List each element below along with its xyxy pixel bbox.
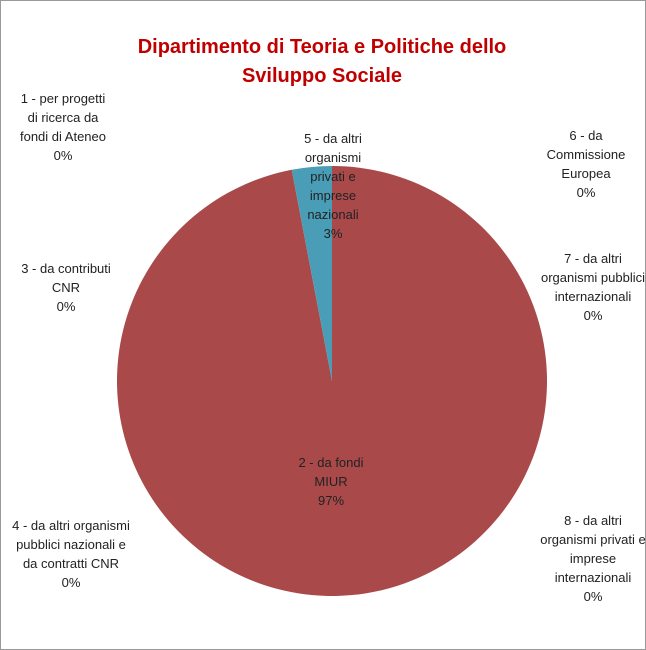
data-label: 6 - da Commissione Europea 0% <box>536 126 636 202</box>
value-label: 0% <box>56 299 76 314</box>
category-label: 5 - da altri organismi privati e imprese… <box>304 131 362 222</box>
data-label: 7 - da altri organismi pubblici internaz… <box>538 249 646 325</box>
value-label: 0% <box>583 589 603 604</box>
value-label: 97% <box>317 493 345 508</box>
category-label: 3 - da contributi CNR <box>21 261 111 295</box>
value-label: 0% <box>583 308 603 323</box>
pie-slice <box>291 166 332 381</box>
value-label: 3% <box>323 226 343 241</box>
data-label: 5 - da altri organismi privati e imprese… <box>287 129 379 243</box>
category-label: 4 - da altri organismi pubblici nazional… <box>12 518 130 571</box>
data-label: 2 - da fondi MIUR 97% <box>286 453 376 510</box>
value-label: 0% <box>53 148 73 163</box>
data-label: 4 - da altri organismi pubblici nazional… <box>11 516 131 592</box>
category-label: 2 - da fondi MIUR <box>298 455 364 489</box>
category-label: 7 - da altri organismi pubblici internaz… <box>540 251 646 304</box>
category-label: 8 - da altri organismi privati e imprese… <box>540 513 646 585</box>
category-label: 6 - da Commissione Europea <box>546 128 626 181</box>
category-label: 1 - per progetti di ricerca da fondi di … <box>19 91 107 144</box>
value-label: 0% <box>61 575 81 590</box>
data-label: 3 - da contributi CNR 0% <box>11 259 121 316</box>
chart-title: Dipartimento di Teoria e Politiche dello… <box>137 36 507 87</box>
value-label: 0% <box>576 185 596 200</box>
data-label: 1 - per progetti di ricerca da fondi di … <box>15 89 111 165</box>
data-label: 8 - da altri organismi privati e imprese… <box>538 511 646 606</box>
pie-slice <box>117 166 548 597</box>
